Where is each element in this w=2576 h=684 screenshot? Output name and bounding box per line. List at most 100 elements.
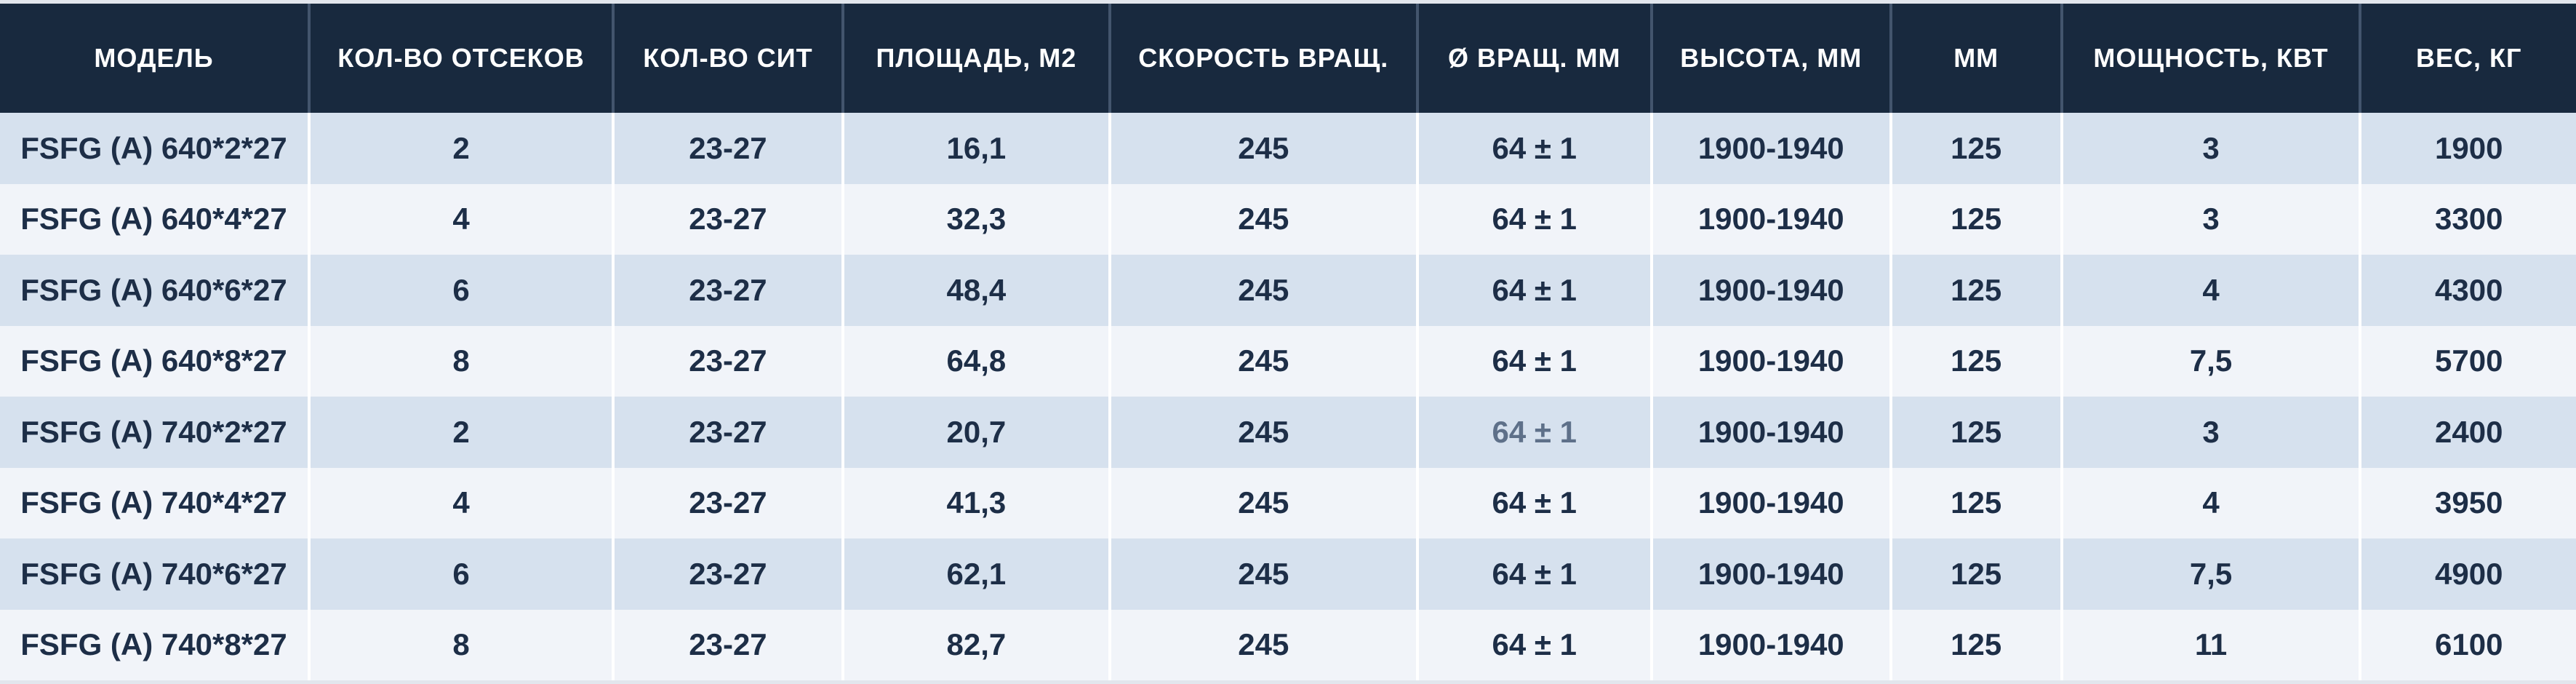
value-cell: 245 <box>1108 183 1417 255</box>
value-cell: 3 <box>2060 183 2361 255</box>
value-cell: 4300 <box>2359 255 2576 326</box>
value-cell: 3950 <box>2359 467 2576 538</box>
value-cell: 23-27 <box>611 609 843 680</box>
value-cell: 6100 <box>2359 609 2576 680</box>
value-cell: 4 <box>308 467 613 538</box>
column-header-10: ВЕС, КГ <box>2359 4 2576 113</box>
value-cell: 64 ± 1 <box>1415 467 1652 538</box>
table-row-1: FSFG (A) 640*2*27 2 23-27 16,1 245 64 ± 1 1900… <box>0 113 2576 184</box>
model-cell: FSFG (A) 740*2*27 <box>0 397 310 468</box>
value-cell: 3 <box>2060 397 2361 468</box>
value-cell: 245 <box>1108 538 1417 610</box>
model-cell: FSFG (A) 640*4*27 <box>0 183 310 255</box>
value-cell: 6 <box>308 255 613 326</box>
value-cell: 11 <box>2060 609 2361 680</box>
value-cell: 23-27 <box>611 325 843 397</box>
column-header-1: МОДЕЛЬ <box>0 4 310 113</box>
value-cell: 1900-1940 <box>1649 113 1891 184</box>
value-cell: 245 <box>1108 609 1417 680</box>
model-cell: FSFG (A) 640*8*27 <box>0 325 310 397</box>
column-header-5: СКОРОСТЬ ВРАЩ. <box>1108 4 1417 113</box>
column-header-3: КОЛ-ВО СИТ <box>611 4 843 113</box>
value-cell: 125 <box>1889 325 2062 397</box>
value-cell: 245 <box>1108 397 1417 468</box>
value-cell: 2 <box>308 397 613 468</box>
value-cell: 23-27 <box>611 183 843 255</box>
value-cell: 125 <box>1889 538 2062 610</box>
value-cell: 1900-1940 <box>1649 609 1891 680</box>
value-cell: 4 <box>2060 255 2361 326</box>
value-cell: 23-27 <box>611 467 843 538</box>
value-cell: 64 ± 1 <box>1415 538 1652 610</box>
value-cell: 48,4 <box>841 255 1110 326</box>
value-cell: 16,1 <box>841 113 1110 184</box>
value-cell: 4 <box>308 183 613 255</box>
value-cell: 2400 <box>2359 397 2576 468</box>
value-cell: 23-27 <box>611 113 843 184</box>
value-cell: 3300 <box>2359 183 2576 255</box>
value-cell: 62,1 <box>841 538 1110 610</box>
value-cell: 8 <box>308 609 613 680</box>
table-row-4: FSFG (A) 640*8*27 8 23-27 64,8 245 64 ± 1 1900… <box>0 325 2576 397</box>
value-cell: 4 <box>2060 467 2361 538</box>
value-cell: 64 ± 1 <box>1415 255 1652 326</box>
value-cell: 7,5 <box>2060 325 2361 397</box>
value-cell: 1900-1940 <box>1649 538 1891 610</box>
value-cell: 6 <box>308 538 613 610</box>
model-cell: FSFG (A) 740*6*27 <box>0 538 310 610</box>
value-cell: 64 ± 1 <box>1415 325 1652 397</box>
value-cell: 1900-1940 <box>1649 467 1891 538</box>
value-cell: 245 <box>1108 467 1417 538</box>
value-cell: 1900-1940 <box>1649 397 1891 468</box>
column-header-7: ВЫСОТА, ММ <box>1649 4 1891 113</box>
value-cell: 125 <box>1889 397 2062 468</box>
model-cell: FSFG (A) 640*6*27 <box>0 255 310 326</box>
value-cell: 64 ± 1 <box>1415 397 1652 468</box>
table-row-3: FSFG (A) 640*6*27 6 23-27 48,4 245 64 ± 1 1900… <box>0 255 2576 326</box>
value-cell: 125 <box>1889 467 2062 538</box>
model-cell: FSFG (A) 740*8*27 <box>0 609 310 680</box>
table-row-6: FSFG (A) 740*4*27 4 23-27 41,3 245 64 ± 1 1900… <box>0 467 2576 538</box>
value-cell: 1900 <box>2359 113 2576 184</box>
model-cell: FSFG (A) 740*4*27 <box>0 467 310 538</box>
value-cell: 23-27 <box>611 397 843 468</box>
value-cell: 245 <box>1108 255 1417 326</box>
table-body: FSFG (A) 640*2*27 2 23-27 16,1 245 64 ± 1 1900… <box>0 113 2576 680</box>
column-header-4: ПЛОЩАДЬ, М2 <box>841 4 1110 113</box>
column-header-2: КОЛ-ВО ОТСЕКОВ <box>308 4 613 113</box>
value-cell: 2 <box>308 113 613 184</box>
value-cell: 32,3 <box>841 183 1110 255</box>
value-cell: 1900-1940 <box>1649 255 1891 326</box>
value-cell: 245 <box>1108 325 1417 397</box>
model-cell: FSFG (A) 640*2*27 <box>0 113 310 184</box>
value-cell: 64 ± 1 <box>1415 609 1652 680</box>
value-cell: 5700 <box>2359 325 2576 397</box>
value-cell: 3 <box>2060 113 2361 184</box>
table-row-7: FSFG (A) 740*6*27 6 23-27 62,1 245 64 ± 1 1900… <box>0 538 2576 610</box>
table-header-row: МОДЕЛЬ КОЛ-ВО ОТСЕКОВ КОЛ-ВО СИТ ПЛОЩАДЬ, М… <box>0 4 2576 113</box>
value-cell: 64,8 <box>841 325 1110 397</box>
value-cell: 23-27 <box>611 255 843 326</box>
value-cell: 8 <box>308 325 613 397</box>
value-cell: 64 ± 1 <box>1415 113 1652 184</box>
value-cell: 1900-1940 <box>1649 183 1891 255</box>
column-header-6: Ø ВРАЩ. ММ <box>1415 4 1652 113</box>
value-cell: 82,7 <box>841 609 1110 680</box>
value-cell: 125 <box>1889 609 2062 680</box>
table-row-2: FSFG (A) 640*4*27 4 23-27 32,3 245 64 ± 1 1900… <box>0 183 2576 255</box>
value-cell: 23-27 <box>611 538 843 610</box>
column-header-9: МОЩНОСТЬ, КВТ <box>2060 4 2361 113</box>
value-cell: 7,5 <box>2060 538 2361 610</box>
value-cell: 64 ± 1 <box>1415 183 1652 255</box>
column-header-8: ММ <box>1889 4 2062 113</box>
value-cell: 125 <box>1889 183 2062 255</box>
value-cell: 4900 <box>2359 538 2576 610</box>
table-header: МОДЕЛЬ КОЛ-ВО ОТСЕКОВ КОЛ-ВО СИТ ПЛОЩАДЬ, М… <box>0 4 2576 113</box>
specifications-table: МОДЕЛЬ КОЛ-ВО ОТСЕКОВ КОЛ-ВО СИТ ПЛОЩАДЬ, М… <box>0 4 2576 680</box>
table-row-5: FSFG (A) 740*2*27 2 23-27 20,7 245 64 ± 1 1900… <box>0 397 2576 468</box>
value-cell: 1900-1940 <box>1649 325 1891 397</box>
value-cell: 125 <box>1889 113 2062 184</box>
value-cell: 245 <box>1108 113 1417 184</box>
value-cell: 125 <box>1889 255 2062 326</box>
